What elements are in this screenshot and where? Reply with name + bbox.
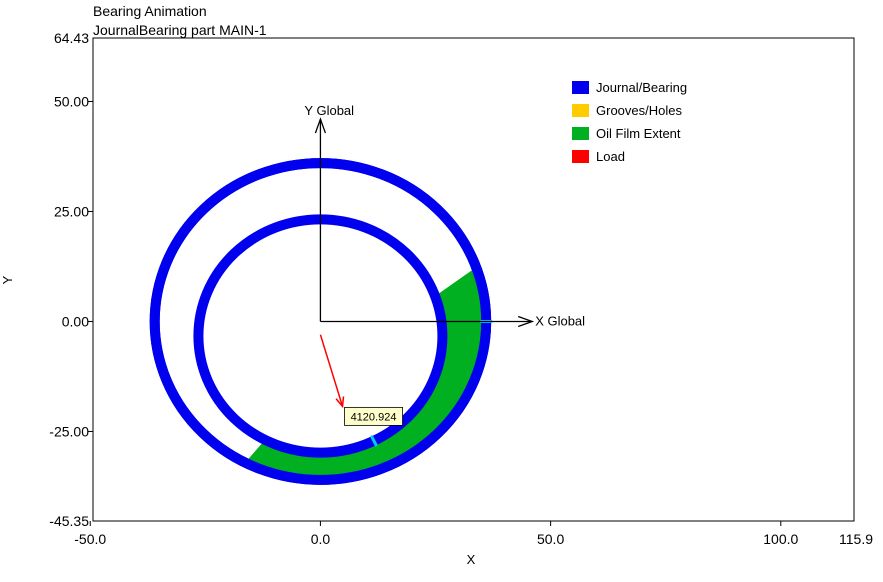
x-tick-label: 50.0 [537, 531, 564, 547]
y-tick-label: 0.00 [62, 313, 89, 329]
y-axis-label: Y [0, 275, 15, 284]
load-vector [319, 334, 344, 407]
y-global-arrowhead [314, 117, 327, 134]
legend: Journal/Bearing Grooves/Holes Oil Film Ext… [572, 80, 687, 164]
load-arrowhead [335, 396, 345, 409]
y-tick-label: 64.43 [54, 30, 89, 46]
y-tick-label: 25.00 [54, 203, 89, 219]
legend-swatch [572, 104, 589, 117]
legend-swatch [572, 127, 589, 140]
legend-label: Journal/Bearing [596, 80, 687, 95]
y-tick-label: 50.00 [54, 93, 89, 109]
legend-label: Oil Film Extent [596, 126, 681, 141]
y-global-label: Y Global [304, 103, 354, 118]
x-global-label: X Global [535, 313, 585, 328]
y-tick-label: -45.35 [49, 513, 89, 529]
plot-area: X Global Y Global 4120.924 [149, 103, 585, 485]
axis-ticks: -50.0 0.0 50.0 100.0 115.9 50.00 25.00 0.00 -25.… [49, 30, 873, 547]
groove-marker [369, 434, 378, 447]
chart-title: Bearing Animation [93, 3, 207, 19]
legend-label: Load [596, 149, 625, 164]
x-tick-label: -50.0 [74, 531, 106, 547]
legend-label: Grooves/Holes [596, 103, 682, 118]
chart-subtitle: JournalBearing part MAIN-1 [93, 22, 267, 38]
x-tick-label: 0.0 [311, 531, 331, 547]
oil-film-extent [245, 267, 487, 480]
legend-swatch [572, 150, 589, 163]
x-tick-label: 115.9 [839, 531, 873, 547]
x-tick-label: 100.0 [763, 531, 798, 547]
y-tick-label: -25.00 [49, 423, 89, 439]
x-axis-label: X [467, 552, 476, 567]
plot-area-frame [92, 37, 855, 522]
load-value-label: 4120.924 [351, 411, 397, 423]
x-global-arrowhead [517, 315, 535, 328]
legend-swatch [572, 81, 589, 94]
load-value-box [344, 406, 403, 426]
